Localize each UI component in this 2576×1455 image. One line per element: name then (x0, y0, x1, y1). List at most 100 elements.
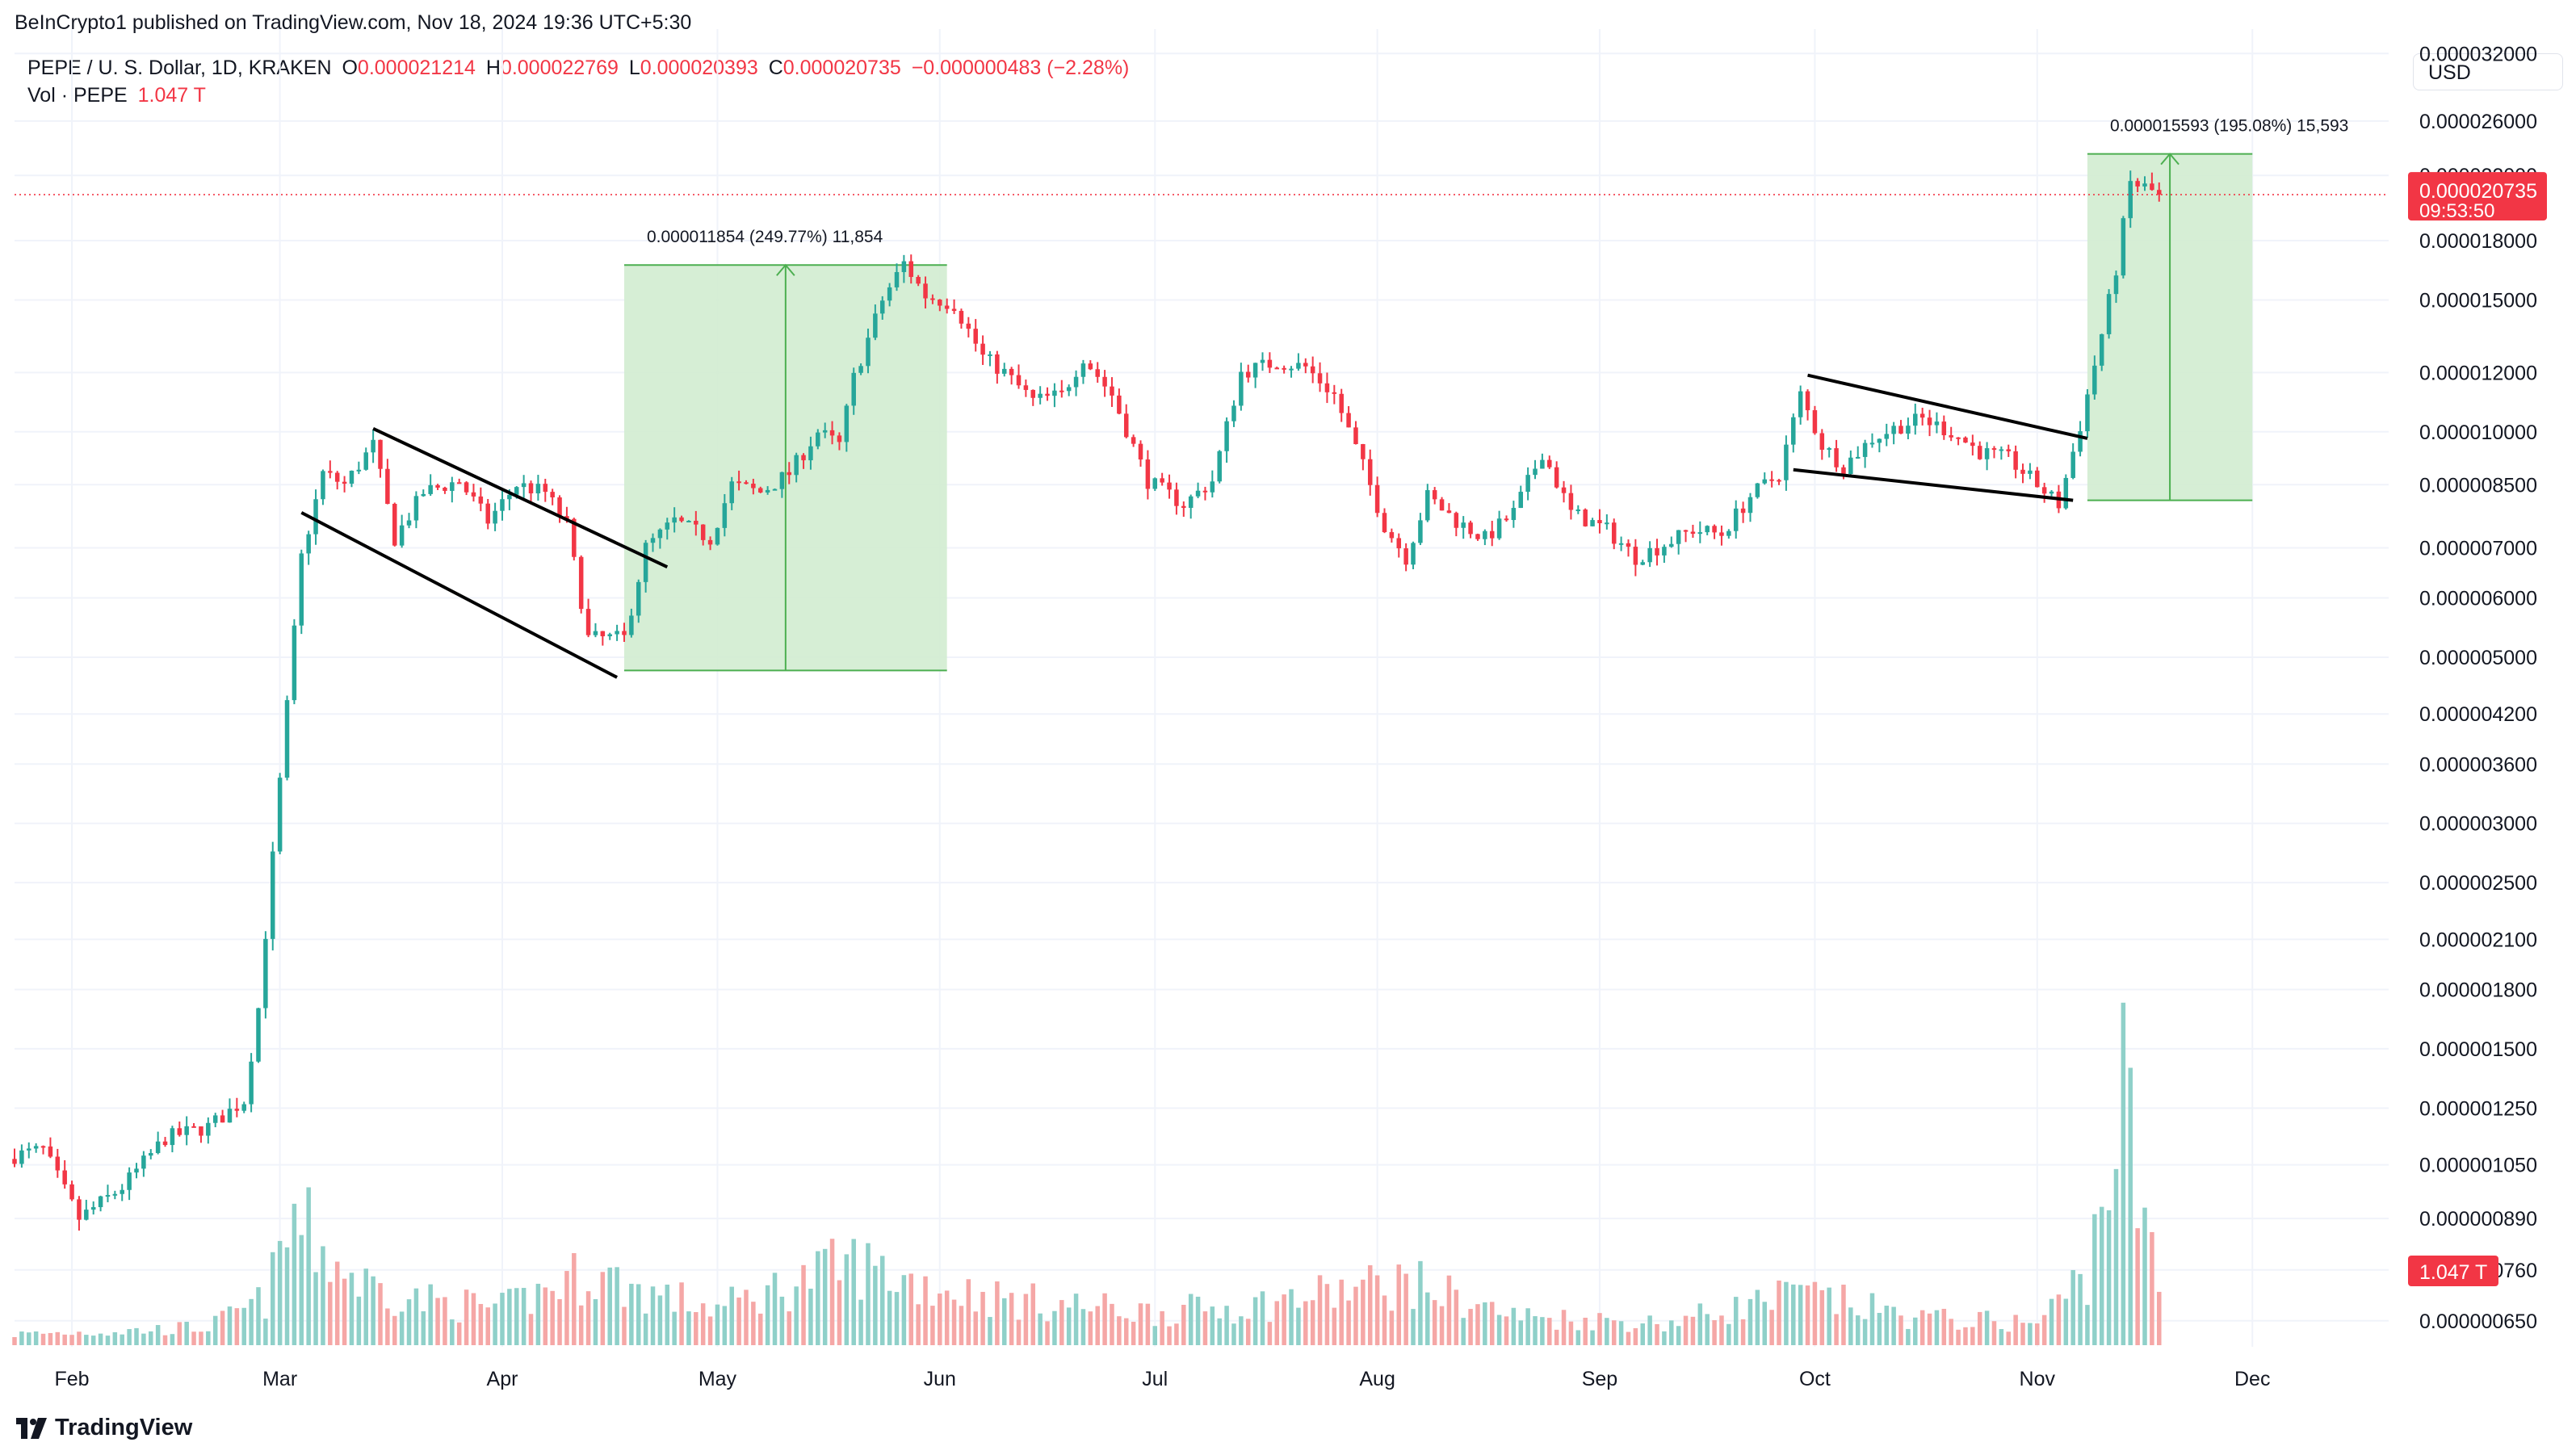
volume-bar (1554, 1329, 1559, 1345)
candle-body (1239, 371, 1244, 406)
candle-body (1662, 547, 1667, 556)
candle-body (2106, 294, 2112, 334)
volume-bar (887, 1290, 892, 1345)
volume-bar (585, 1291, 591, 1345)
candle-body (1088, 363, 1093, 370)
candle-body (521, 483, 527, 488)
volume-bar (1605, 1318, 1609, 1345)
candle-body (1533, 468, 1538, 476)
volume-bar (572, 1252, 577, 1345)
volume-bar (428, 1284, 433, 1345)
volume-legend: Vol · PEPE 1.047 T (27, 84, 206, 107)
candle-body (385, 468, 390, 505)
candle-body (2099, 333, 2104, 366)
symbol-legend: PEPE / U. S. Dollar, 1D, KRAKEN O0.00002… (27, 57, 1129, 80)
candle-body (1110, 386, 1114, 396)
close-value: 0.000020735 (782, 57, 901, 79)
candle-body (249, 1061, 254, 1105)
candle-body (220, 1115, 225, 1123)
volume-bar (177, 1322, 183, 1345)
candle-body (321, 471, 325, 500)
volume-bar (1726, 1323, 1731, 1345)
candle-body (1518, 492, 1524, 509)
volume-bar (435, 1298, 440, 1345)
volume-bar (1618, 1321, 1624, 1345)
candle-body (1705, 526, 1710, 533)
tradingview-brand[interactable]: TradingView (16, 1415, 192, 1441)
candle-body (1045, 393, 1050, 396)
candle-body (1202, 490, 1208, 493)
volume-bar (241, 1307, 246, 1345)
volume-bar (234, 1308, 240, 1345)
candle-body (1683, 530, 1689, 532)
candle-body (944, 305, 950, 309)
volume-bar (2121, 1002, 2126, 1345)
volume-bar (1956, 1329, 1961, 1345)
candle-body (1777, 480, 1781, 482)
candle-body (1252, 363, 1258, 378)
candle-body (1274, 367, 1280, 370)
volume-bar (227, 1306, 233, 1345)
candle-body (1145, 459, 1151, 489)
candle-body (980, 343, 985, 355)
candle-body (1496, 518, 1502, 539)
candle-body (1009, 368, 1014, 375)
published-note: BeInCrypto1 published on TradingView.com… (15, 11, 692, 34)
candle-body (1195, 490, 1201, 497)
candle-body (1353, 427, 1358, 445)
volume-bar (615, 1267, 619, 1345)
volume-bar (1252, 1297, 1258, 1345)
candle-body (1762, 479, 1768, 484)
candle-body (736, 481, 741, 484)
candle-body (665, 522, 670, 530)
candle-body (779, 472, 785, 489)
volume-bar (1991, 1321, 1997, 1345)
candle-body (19, 1150, 24, 1164)
candle-body (694, 520, 699, 525)
volume-bar (212, 1315, 218, 1345)
volume-bar (2056, 1294, 2062, 1345)
candle-body (1489, 530, 1495, 539)
volume-bar (1949, 1319, 1953, 1345)
volume-bar (1461, 1318, 1466, 1345)
volume-bar (879, 1256, 885, 1345)
candle-body (199, 1126, 203, 1136)
candle-body (916, 276, 921, 284)
volume-bar (772, 1273, 778, 1345)
volume-bar (1869, 1293, 1875, 1345)
symbol-name[interactable]: PEPE / U. S. Dollar, 1D, KRAKEN (27, 57, 332, 79)
currency-selector[interactable]: USD (2413, 53, 2563, 90)
candle-body (1827, 448, 1831, 451)
candle-body (2063, 477, 2069, 509)
volume-bar (1511, 1307, 1517, 1345)
candle-body (120, 1189, 124, 1194)
volume-bar (1855, 1315, 1861, 1345)
candle-body (1590, 520, 1595, 526)
volume-bar (1296, 1307, 1301, 1345)
y-tick-label: 0.000003600 (2419, 753, 2537, 776)
candle-body (69, 1184, 74, 1200)
volume-bar (550, 1290, 555, 1345)
candle-body (105, 1195, 111, 1197)
candle-body (995, 354, 1000, 374)
volume-bar (801, 1264, 806, 1345)
candle-body (1848, 457, 1853, 475)
volume-bar (1827, 1287, 1831, 1345)
candle-body (572, 518, 577, 557)
volume-bar (535, 1283, 541, 1345)
volume-label[interactable]: Vol · PEPE (27, 84, 128, 107)
candle-body (1805, 391, 1810, 411)
candle-body (2157, 190, 2162, 195)
volume-bar (105, 1335, 111, 1345)
y-tick-label: 0.000006000 (2419, 588, 2537, 610)
volume-bar (2128, 1067, 2133, 1345)
volume-bar (1411, 1309, 1416, 1345)
volume-bar (1533, 1316, 1538, 1345)
candle-body (363, 452, 368, 470)
volume-bar (2006, 1331, 2011, 1345)
candle-body (1525, 475, 1530, 493)
candle-body (1547, 459, 1552, 468)
volume-bar (1367, 1265, 1373, 1345)
volume-bar (1403, 1273, 1408, 1345)
